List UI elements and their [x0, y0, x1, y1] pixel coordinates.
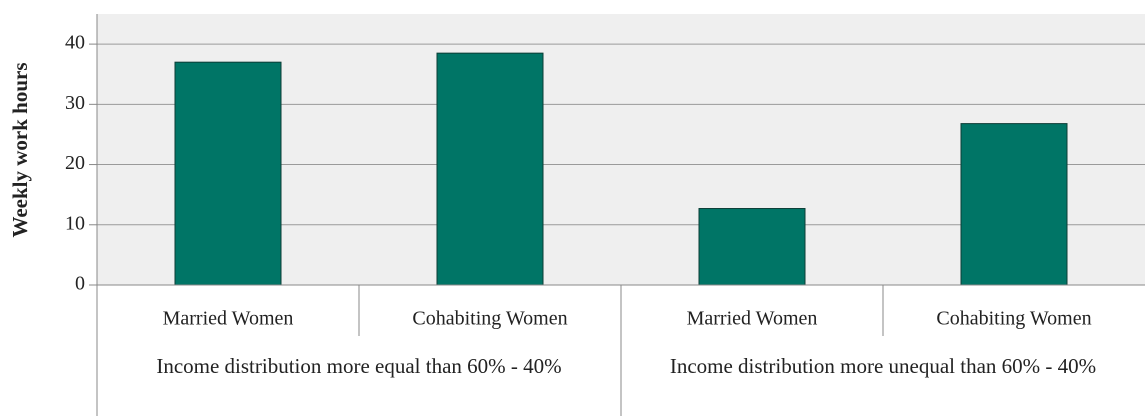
- x-tick-label: Cohabiting Women: [936, 308, 1091, 330]
- group-label: Income distribution more equal than 60% …: [156, 354, 562, 378]
- y-tick-label: 0: [75, 273, 85, 295]
- x-tick-label: Married Women: [687, 308, 818, 330]
- x-tick-label: Married Women: [163, 308, 294, 330]
- group-label: Income distribution more unequal than 60…: [669, 354, 1097, 378]
- x-tick-label: Cohabiting Women: [412, 308, 567, 330]
- bar: [960, 123, 1068, 286]
- y-axis-label: Weekly work hours: [8, 62, 32, 237]
- bar: [436, 52, 544, 286]
- y-tick-label: 20: [65, 152, 85, 174]
- y-tick-label: 10: [65, 212, 85, 234]
- y-tick-label: 40: [65, 32, 85, 54]
- bar: [174, 61, 282, 286]
- y-tick-label: 30: [65, 92, 85, 114]
- bar: [698, 208, 806, 286]
